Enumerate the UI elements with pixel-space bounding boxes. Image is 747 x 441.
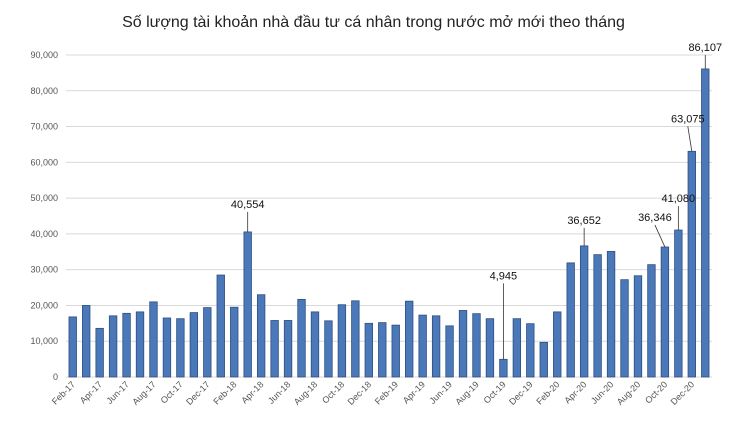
bar [701, 68, 710, 378]
bar [418, 314, 427, 378]
bar [553, 311, 562, 378]
bar [606, 251, 616, 378]
x-tick-label: Dec-20 [669, 379, 697, 407]
y-tick-label: 70,000 [30, 122, 58, 132]
bar [256, 294, 266, 378]
x-tick-label: Jun-17 [104, 379, 131, 406]
annotation-leader [687, 126, 693, 152]
bar [472, 313, 481, 378]
bar [674, 229, 683, 378]
x-tick-label: Dec-17 [184, 379, 212, 407]
x-tick-label: Dec-18 [346, 379, 374, 407]
data-label: 86,107 [688, 42, 722, 54]
data-label: 36,652 [567, 215, 601, 227]
bar [270, 320, 279, 378]
y-tick-label: 10,000 [30, 336, 58, 346]
x-tick-label: Feb-20 [534, 379, 561, 406]
bar [485, 318, 495, 378]
bar [162, 317, 172, 378]
y-tick-label: 80,000 [30, 86, 58, 96]
bar [620, 279, 629, 378]
bar [405, 300, 414, 378]
bar [283, 320, 293, 378]
x-tick-label: Apr-19 [401, 379, 427, 405]
y-tick-label: 40,000 [30, 229, 58, 239]
x-tick-label: Oct-20 [643, 379, 669, 405]
x-tick-label: Feb-17 [50, 379, 77, 406]
bar [297, 298, 306, 378]
bar [647, 264, 656, 378]
bar [633, 275, 643, 378]
bar [391, 324, 400, 378]
y-tick-label: 30,000 [30, 265, 58, 275]
x-tick-label: Jun-19 [427, 379, 454, 406]
bar [95, 327, 104, 378]
bar [512, 318, 522, 378]
x-tick-label: Feb-19 [373, 379, 400, 406]
bar [351, 300, 360, 378]
x-tick-label: Feb-18 [211, 379, 238, 406]
y-tick-label: 60,000 [30, 157, 58, 167]
bar [566, 262, 575, 378]
bar [108, 315, 118, 378]
bar [579, 245, 589, 378]
x-tick-label: Jun-18 [266, 379, 293, 406]
bar [445, 325, 454, 378]
bar [135, 311, 145, 378]
x-tick-label: Aug-17 [130, 379, 158, 407]
bar [203, 307, 212, 378]
data-label: 36,346 [638, 212, 672, 224]
bar [216, 274, 225, 378]
bar [539, 341, 548, 378]
x-tick-label: Apr-18 [239, 379, 265, 405]
x-tick-label: Apr-20 [562, 379, 588, 405]
bar [431, 315, 441, 378]
bar [230, 306, 239, 378]
bar [378, 322, 387, 378]
bar [499, 358, 508, 378]
bar [82, 305, 91, 378]
bar [189, 312, 199, 378]
bar [310, 311, 320, 378]
data-label: 40,554 [231, 199, 265, 211]
x-tick-label: Dec-19 [507, 379, 535, 407]
y-tick-label: 20,000 [30, 300, 58, 310]
x-tick-label: Oct-18 [320, 379, 346, 405]
x-tick-label: Aug-19 [453, 379, 481, 407]
x-tick-label: Apr-17 [78, 379, 104, 405]
data-label: 63,075 [671, 113, 705, 125]
x-tick-label: Aug-18 [292, 379, 320, 407]
x-tick-label: Oct-17 [159, 379, 185, 405]
x-tick-label: Jun-20 [589, 379, 616, 406]
bar [593, 254, 602, 378]
bar [68, 316, 77, 378]
bar [364, 322, 373, 378]
data-label: 4,945 [490, 270, 518, 282]
bar [660, 246, 670, 378]
y-tick-label: 50,000 [30, 193, 58, 203]
bar [122, 312, 131, 378]
bar [149, 301, 158, 378]
data-label: 41,080 [662, 193, 696, 205]
bar [687, 150, 696, 378]
y-tick-label: 90,000 [30, 50, 58, 60]
bar [337, 304, 347, 378]
y-tick-label: 0 [53, 372, 58, 382]
x-tick-label: Aug-20 [615, 379, 643, 407]
bar [324, 320, 333, 378]
bar [176, 318, 185, 378]
annotation-leader [654, 224, 666, 248]
x-tick-label: Oct-19 [482, 379, 508, 405]
bar [243, 231, 252, 378]
chart-title: Số lượng tài khoản nhà đầu tư cá nhân tr… [122, 14, 625, 31]
bar [458, 310, 468, 378]
bar [526, 323, 535, 378]
